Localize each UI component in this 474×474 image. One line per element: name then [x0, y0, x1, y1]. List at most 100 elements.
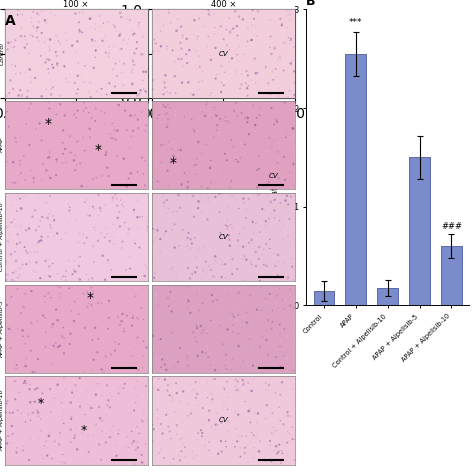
Point — [163, 123, 171, 131]
Point — [229, 355, 237, 363]
Point — [21, 32, 28, 40]
Point — [26, 259, 34, 266]
Point — [17, 169, 25, 177]
Point — [6, 444, 14, 451]
Point — [19, 151, 27, 158]
Point — [254, 166, 261, 174]
Point — [94, 380, 101, 387]
Point — [138, 451, 146, 458]
Point — [248, 343, 256, 350]
Point — [61, 319, 69, 327]
Point — [212, 44, 219, 52]
Point — [149, 225, 157, 233]
Point — [124, 40, 131, 47]
Point — [78, 309, 86, 317]
Point — [162, 103, 169, 111]
Point — [86, 337, 93, 345]
Point — [228, 136, 235, 144]
Point — [22, 247, 29, 255]
Point — [86, 15, 93, 23]
Point — [232, 8, 239, 15]
Point — [178, 45, 185, 52]
Point — [138, 212, 146, 220]
Point — [136, 213, 144, 221]
Point — [17, 204, 25, 212]
Point — [121, 380, 128, 388]
Point — [131, 293, 139, 301]
Point — [154, 406, 161, 414]
Point — [234, 432, 242, 439]
Point — [258, 282, 265, 290]
Point — [150, 345, 157, 353]
Point — [226, 191, 234, 199]
Point — [89, 115, 96, 123]
Point — [107, 182, 114, 190]
Point — [30, 178, 37, 186]
Point — [244, 118, 251, 126]
Point — [91, 37, 99, 45]
Point — [288, 193, 295, 201]
Point — [157, 27, 164, 35]
Point — [183, 355, 191, 363]
Point — [13, 444, 20, 452]
Point — [57, 131, 65, 139]
Point — [143, 325, 151, 332]
Point — [199, 108, 207, 116]
Point — [37, 427, 45, 435]
Point — [194, 429, 202, 437]
Point — [105, 229, 112, 237]
Point — [211, 421, 219, 429]
Point — [72, 10, 79, 18]
Point — [84, 446, 92, 453]
Point — [267, 198, 275, 205]
Point — [65, 257, 73, 264]
Point — [85, 109, 93, 117]
Point — [287, 302, 294, 310]
Point — [105, 50, 113, 57]
Point — [193, 174, 201, 182]
Point — [245, 408, 252, 415]
Point — [268, 50, 275, 58]
Point — [223, 42, 231, 49]
Point — [17, 86, 24, 94]
Point — [238, 109, 246, 117]
Point — [17, 32, 25, 40]
Point — [248, 261, 255, 268]
Point — [166, 460, 174, 468]
Point — [61, 145, 69, 153]
Point — [207, 55, 215, 63]
Point — [176, 345, 184, 352]
Point — [78, 182, 85, 190]
Point — [135, 19, 143, 27]
Point — [76, 335, 84, 343]
Point — [31, 248, 38, 256]
Point — [281, 325, 288, 333]
Point — [17, 152, 25, 159]
Point — [93, 174, 100, 182]
Point — [228, 55, 236, 62]
Point — [133, 377, 140, 385]
Point — [27, 100, 35, 108]
Point — [91, 26, 99, 33]
Point — [74, 146, 82, 154]
Point — [117, 196, 124, 204]
Point — [57, 434, 64, 441]
Point — [272, 258, 280, 266]
Point — [40, 455, 47, 463]
Point — [35, 223, 43, 230]
Point — [178, 447, 185, 455]
Point — [59, 324, 67, 331]
Point — [73, 90, 81, 98]
Point — [223, 366, 230, 374]
Point — [22, 36, 29, 43]
Point — [269, 307, 276, 314]
Point — [210, 30, 218, 38]
Point — [142, 173, 149, 181]
Point — [89, 431, 97, 438]
Point — [150, 426, 157, 433]
Point — [105, 359, 113, 367]
Point — [275, 403, 283, 411]
Point — [211, 253, 219, 260]
Point — [81, 239, 88, 247]
Point — [191, 333, 199, 341]
